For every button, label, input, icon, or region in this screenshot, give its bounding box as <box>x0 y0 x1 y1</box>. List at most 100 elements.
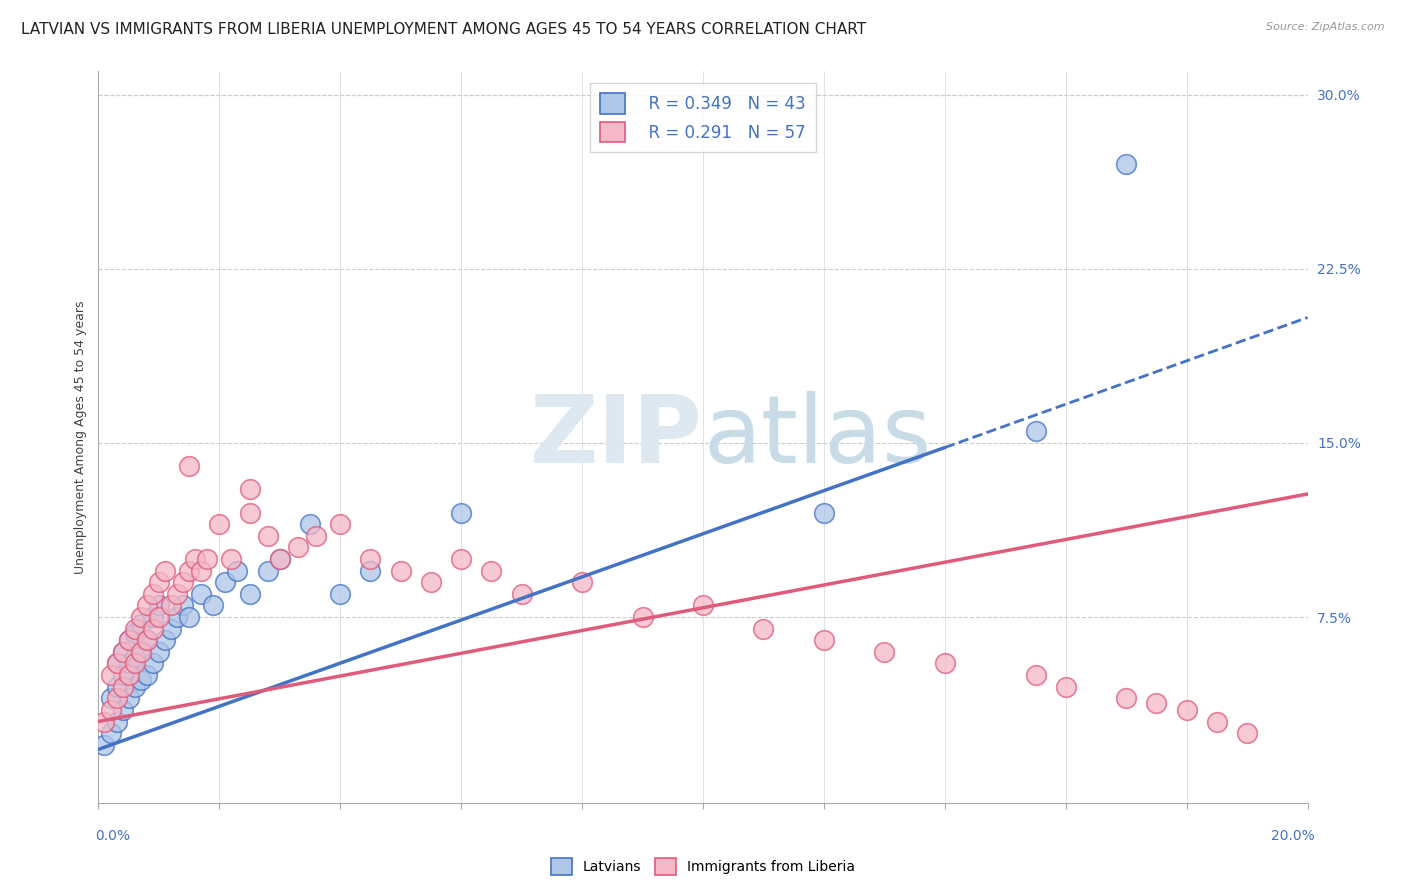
Point <box>118 633 141 648</box>
Point <box>571 575 593 590</box>
Point <box>166 587 188 601</box>
Point <box>118 657 141 671</box>
Point <box>221 552 243 566</box>
Point <box>142 587 165 601</box>
Point <box>142 622 165 636</box>
Point <box>100 691 122 706</box>
Point <box>129 673 152 687</box>
Point <box>239 587 262 601</box>
Point <box>100 726 122 740</box>
Point <box>124 626 146 640</box>
Text: 20.0%: 20.0% <box>1271 829 1315 843</box>
Point <box>1236 726 1258 740</box>
Point <box>360 564 382 578</box>
Point <box>190 587 212 601</box>
Text: ZIP: ZIP <box>530 391 703 483</box>
Point <box>692 599 714 613</box>
Point <box>934 657 956 671</box>
Point <box>190 564 212 578</box>
Point <box>111 668 134 682</box>
Point <box>239 506 262 520</box>
Point <box>124 622 146 636</box>
Point <box>389 564 412 578</box>
Text: 0.0%: 0.0% <box>96 829 131 843</box>
Point <box>100 703 122 717</box>
Point <box>105 714 128 729</box>
Point <box>148 599 170 613</box>
Point <box>105 657 128 671</box>
Point <box>450 552 472 566</box>
Point <box>105 657 128 671</box>
Point <box>813 633 835 648</box>
Point <box>269 552 291 566</box>
Point <box>226 564 249 578</box>
Point <box>256 529 278 543</box>
Point <box>135 633 157 648</box>
Point <box>93 738 115 752</box>
Point <box>93 714 115 729</box>
Point <box>105 691 128 706</box>
Point <box>172 575 194 590</box>
Point <box>124 680 146 694</box>
Point <box>450 506 472 520</box>
Point <box>1024 424 1046 438</box>
Point <box>148 575 170 590</box>
Point <box>510 587 533 601</box>
Point <box>179 459 201 474</box>
Point <box>148 610 170 624</box>
Point <box>111 703 134 717</box>
Point <box>129 645 152 659</box>
Point <box>129 610 152 624</box>
Legend: Latvians, Immigrants from Liberia: Latvians, Immigrants from Liberia <box>546 853 860 880</box>
Point <box>135 599 157 613</box>
Point <box>118 691 141 706</box>
Point <box>100 668 122 682</box>
Point <box>111 645 134 659</box>
Point <box>287 541 309 555</box>
Point <box>329 517 352 532</box>
Point <box>124 649 146 664</box>
Point <box>873 645 896 659</box>
Point <box>420 575 443 590</box>
Point <box>184 552 207 566</box>
Text: LATVIAN VS IMMIGRANTS FROM LIBERIA UNEMPLOYMENT AMONG AGES 45 TO 54 YEARS CORREL: LATVIAN VS IMMIGRANTS FROM LIBERIA UNEMP… <box>21 22 866 37</box>
Point <box>195 552 218 566</box>
Point <box>153 564 176 578</box>
Text: Source: ZipAtlas.com: Source: ZipAtlas.com <box>1267 22 1385 32</box>
Text: atlas: atlas <box>703 391 931 483</box>
Point <box>153 633 176 648</box>
Point <box>1024 668 1046 682</box>
Point <box>111 645 134 659</box>
Point <box>214 575 236 590</box>
Point <box>1206 714 1229 729</box>
Point <box>142 657 165 671</box>
Point <box>1115 691 1137 706</box>
Point <box>360 552 382 566</box>
Point <box>135 668 157 682</box>
Legend:   R = 0.349   N = 43,   R = 0.291   N = 57: R = 0.349 N = 43, R = 0.291 N = 57 <box>591 83 815 153</box>
Point <box>631 610 654 624</box>
Point <box>142 610 165 624</box>
Point <box>166 610 188 624</box>
Point <box>239 483 262 497</box>
Point <box>202 599 225 613</box>
Point <box>105 680 128 694</box>
Point <box>813 506 835 520</box>
Point <box>148 645 170 659</box>
Y-axis label: Unemployment Among Ages 45 to 54 years: Unemployment Among Ages 45 to 54 years <box>75 301 87 574</box>
Point <box>208 517 231 532</box>
Point <box>269 552 291 566</box>
Point <box>481 564 503 578</box>
Point <box>118 668 141 682</box>
Point <box>179 610 201 624</box>
Point <box>118 633 141 648</box>
Point <box>124 657 146 671</box>
Point <box>329 587 352 601</box>
Point <box>111 680 134 694</box>
Point <box>256 564 278 578</box>
Point <box>129 617 152 632</box>
Point <box>1115 157 1137 171</box>
Point <box>305 529 328 543</box>
Point <box>160 599 183 613</box>
Point <box>129 645 152 659</box>
